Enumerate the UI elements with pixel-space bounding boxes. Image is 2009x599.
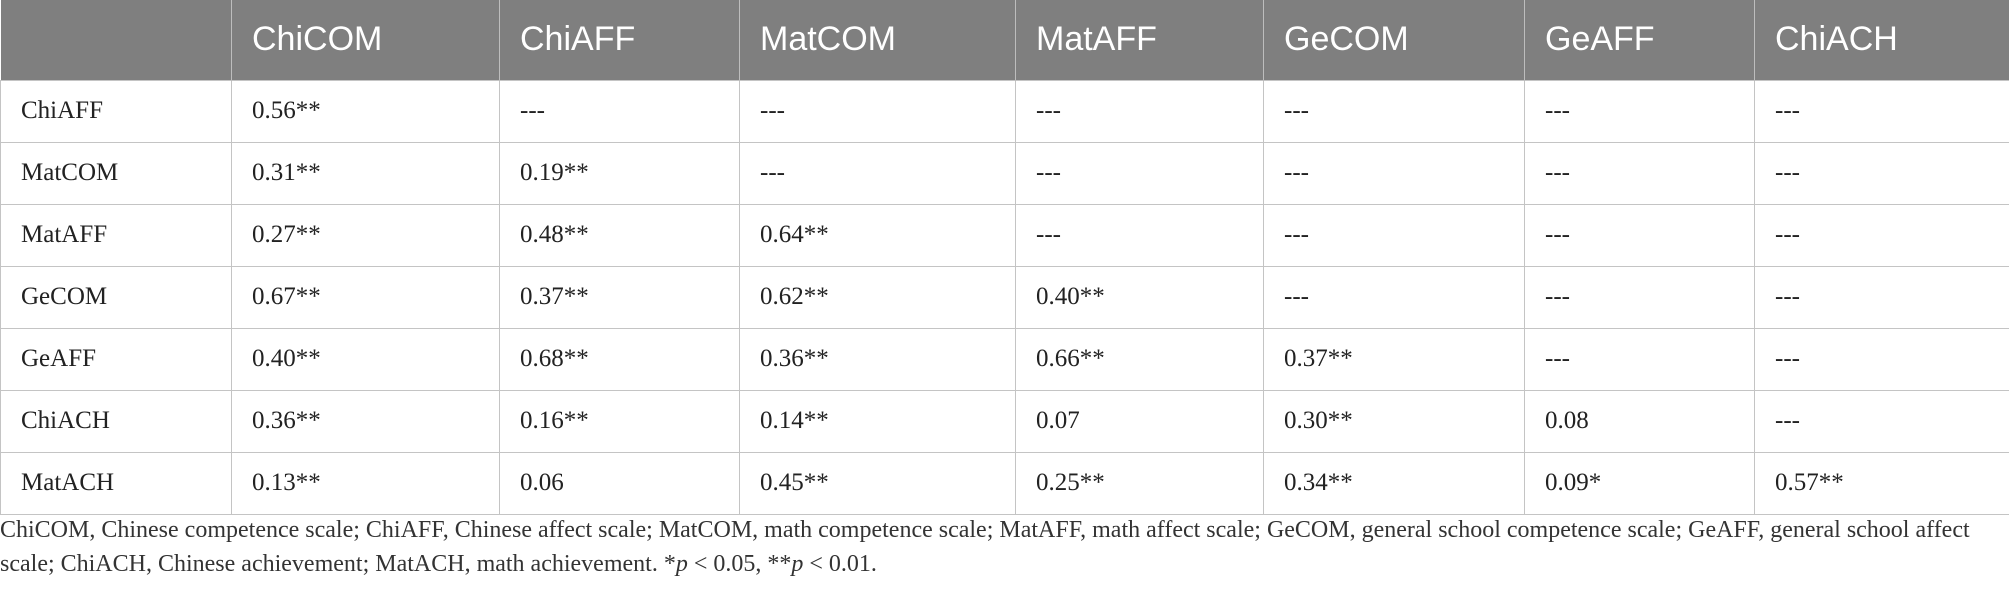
correlation-table: ChiCOM ChiAFF MatCOM MatAFF GeCOM GeAFF … xyxy=(0,0,2009,515)
table-cell: 0.06 xyxy=(499,451,740,515)
table-cell: --- xyxy=(1524,79,1755,143)
row-label: ChiACH xyxy=(0,389,232,453)
footnote-abbreviations: ChiCOM, Chinese competence scale; ChiAFF… xyxy=(0,517,1970,577)
table-cell: 0.57** xyxy=(1754,451,2009,515)
table-cell: 0.56** xyxy=(231,79,500,143)
row-label: MatAFF xyxy=(0,203,232,267)
table-cell: 0.40** xyxy=(231,327,500,391)
table-cell: 0.66** xyxy=(1015,327,1264,391)
table-cell: 0.64** xyxy=(739,203,1016,267)
footnote-sig2-marker: ** xyxy=(767,551,792,577)
footnote-sig1-p: p xyxy=(675,551,688,577)
footnote-sig1-marker: * xyxy=(663,551,676,577)
table-row: MatCOM 0.31** 0.19** --- --- --- --- --- xyxy=(0,141,2009,205)
table-cell: 0.19** xyxy=(499,141,740,205)
table-cell: --- xyxy=(1015,203,1264,267)
table-cell: 0.36** xyxy=(739,327,1016,391)
table-cell: 0.27** xyxy=(231,203,500,267)
table-cell: --- xyxy=(739,141,1016,205)
header-cell-chiaff: ChiAFF xyxy=(499,0,740,80)
table-cell: 0.40** xyxy=(1015,265,1264,329)
header-cell-mataff: MatAFF xyxy=(1015,0,1264,80)
table-cell: 0.34** xyxy=(1263,451,1525,515)
table-cell: 0.16** xyxy=(499,389,740,453)
table-cell: 0.37** xyxy=(499,265,740,329)
table-cell: --- xyxy=(1524,203,1755,267)
header-cell-matcom: MatCOM xyxy=(739,0,1016,80)
table-row: ChiACH 0.36** 0.16** 0.14** 0.07 0.30** … xyxy=(0,389,2009,453)
table-cell: --- xyxy=(1015,141,1264,205)
header-cell-chicom: ChiCOM xyxy=(231,0,500,80)
table-cell: --- xyxy=(1263,79,1525,143)
table-cell: --- xyxy=(1754,265,2009,329)
table-cell: --- xyxy=(1754,79,2009,143)
table-cell: 0.67** xyxy=(231,265,500,329)
table-cell: --- xyxy=(1263,141,1525,205)
table-cell: 0.13** xyxy=(231,451,500,515)
header-cell-geaff: GeAFF xyxy=(1524,0,1755,80)
table-cell: 0.14** xyxy=(739,389,1016,453)
header-row: ChiCOM ChiAFF MatCOM MatAFF GeCOM GeAFF … xyxy=(0,0,2009,80)
table-cell: --- xyxy=(1263,265,1525,329)
header-cell-chiach: ChiACH xyxy=(1754,0,2009,80)
table-cell: --- xyxy=(1524,265,1755,329)
table-row: ChiAFF 0.56** --- --- --- --- --- --- xyxy=(0,79,2009,143)
row-label: MatCOM xyxy=(0,141,232,205)
table-cell: --- xyxy=(1015,79,1264,143)
header-cell-gecom: GeCOM xyxy=(1263,0,1525,80)
row-label: GeCOM xyxy=(0,265,232,329)
table-cell: --- xyxy=(1754,203,2009,267)
table-footnote: ChiCOM, Chinese competence scale; ChiAFF… xyxy=(0,513,1990,581)
table-cell: 0.62** xyxy=(739,265,1016,329)
table-cell: --- xyxy=(1263,203,1525,267)
table-cell: 0.45** xyxy=(739,451,1016,515)
table-cell: 0.36** xyxy=(231,389,500,453)
table-cell: 0.31** xyxy=(231,141,500,205)
table-header: ChiCOM ChiAFF MatCOM MatAFF GeCOM GeAFF … xyxy=(0,0,2009,80)
correlation-table-container: ChiCOM ChiAFF MatCOM MatAFF GeCOM GeAFF … xyxy=(0,0,2009,515)
table-cell: --- xyxy=(1754,327,2009,391)
table-row: MatAFF 0.27** 0.48** 0.64** --- --- --- … xyxy=(0,203,2009,267)
table-cell: 0.37** xyxy=(1263,327,1525,391)
table-cell: 0.25** xyxy=(1015,451,1264,515)
row-label: MatACH xyxy=(0,451,232,515)
table-cell: 0.68** xyxy=(499,327,740,391)
table-row: GeCOM 0.67** 0.37** 0.62** 0.40** --- --… xyxy=(0,265,2009,329)
table-cell: --- xyxy=(499,79,740,143)
table-cell: --- xyxy=(1524,141,1755,205)
table-row: GeAFF 0.40** 0.68** 0.36** 0.66** 0.37**… xyxy=(0,327,2009,391)
table-cell: 0.30** xyxy=(1263,389,1525,453)
table-cell: --- xyxy=(1754,141,2009,205)
table-cell: 0.08 xyxy=(1524,389,1755,453)
table-row: MatACH 0.13** 0.06 0.45** 0.25** 0.34** … xyxy=(0,451,2009,515)
table-cell: 0.09* xyxy=(1524,451,1755,515)
table-cell: --- xyxy=(1754,389,2009,453)
footnote-sig2-p: p xyxy=(791,551,804,577)
table-cell: 0.07 xyxy=(1015,389,1264,453)
table-cell: --- xyxy=(1524,327,1755,391)
row-label: ChiAFF xyxy=(0,79,232,143)
row-label: GeAFF xyxy=(0,327,232,391)
footnote-sig2-threshold: < 0.01. xyxy=(803,551,877,577)
table-body: ChiAFF 0.56** --- --- --- --- --- --- Ma… xyxy=(0,79,2009,515)
footnote-sig1-threshold: < 0.05, xyxy=(687,551,768,577)
header-cell-corner xyxy=(0,0,232,80)
table-cell: 0.48** xyxy=(499,203,740,267)
table-cell: --- xyxy=(739,79,1016,143)
